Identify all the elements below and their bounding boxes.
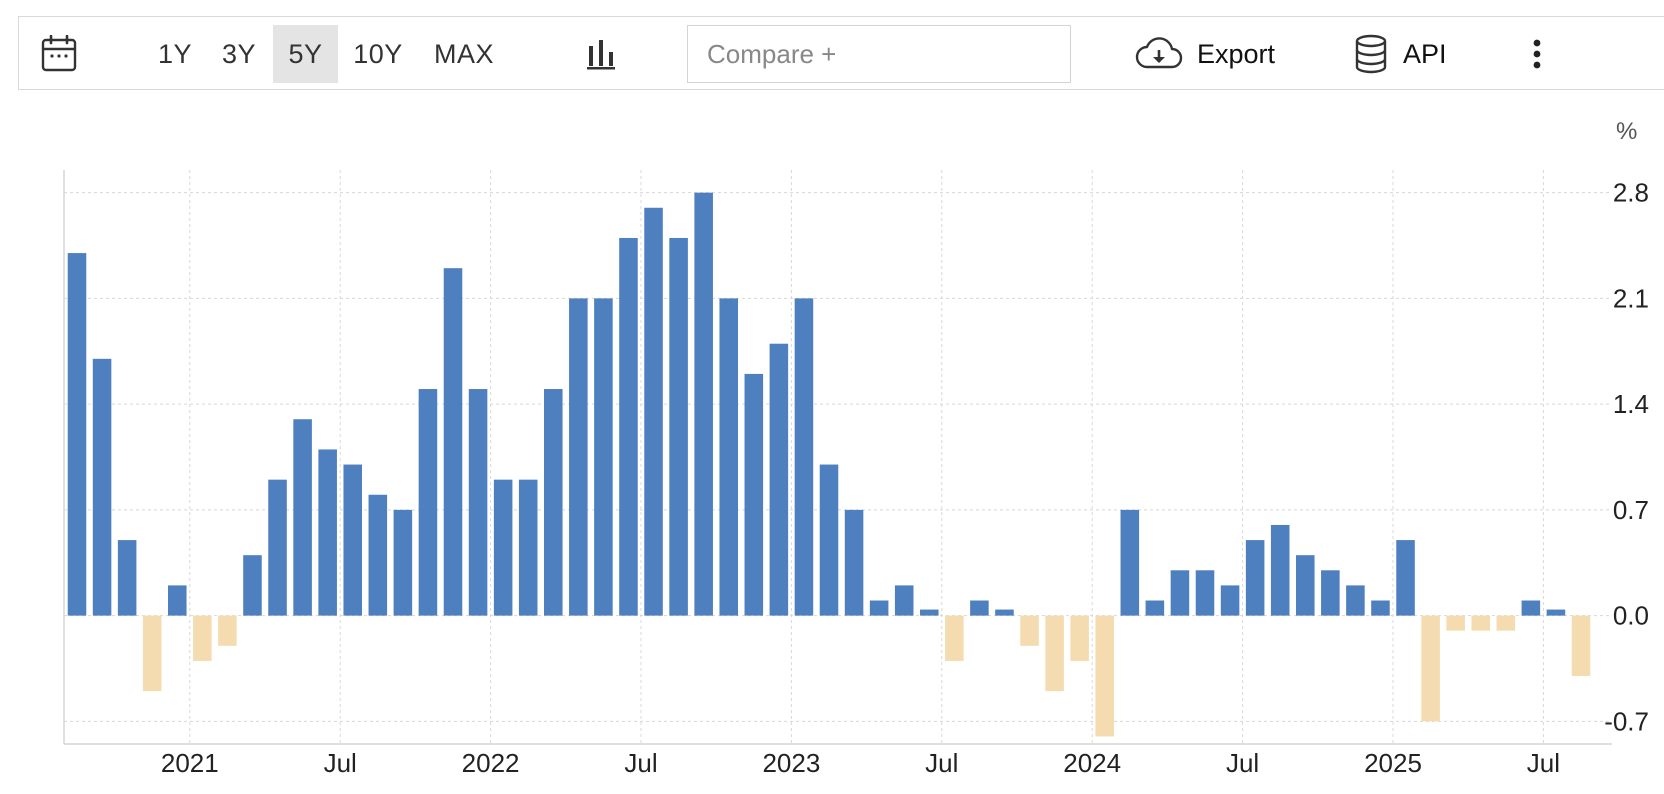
bar [1371,600,1390,616]
bar [669,237,688,616]
bar [518,479,538,616]
database-icon [1353,34,1389,74]
bar [894,585,914,616]
bar [1346,585,1365,616]
y-tick-label: 2.8 [1613,178,1649,208]
bar [1070,615,1089,661]
bar [1496,615,1516,631]
bar [368,494,388,616]
compare-input[interactable]: Compare + [687,25,1071,83]
bar [1145,600,1165,616]
bar [443,268,463,616]
api-button[interactable]: API [1353,17,1447,91]
bar [1295,555,1315,616]
bar [1521,600,1541,616]
bar [1421,615,1440,722]
unit-label: % [1616,118,1638,145]
bar [1546,609,1566,616]
bar [844,509,864,616]
y-tick-label: 0.7 [1613,495,1649,525]
bar [418,389,438,616]
bar [318,449,337,616]
y-tick-label: 0.0 [1613,601,1649,631]
bar [644,207,663,616]
x-tick-label: 2025 [1364,748,1422,778]
bar [719,298,739,616]
export-button[interactable]: Export [1135,17,1275,91]
bar [1270,524,1290,616]
bar [970,600,989,616]
cloud-download-icon [1135,37,1183,71]
bar [569,298,588,616]
x-tick-label: 2024 [1063,748,1121,778]
bar [67,253,87,616]
bar [995,609,1014,616]
x-tick-label: Jul [624,748,657,778]
bar [1471,615,1491,631]
bar [1170,570,1190,616]
x-tick-label: Jul [1226,748,1259,778]
range-3y-button[interactable]: 3Y [221,38,257,69]
bar [694,192,713,616]
bar [393,509,413,616]
bar [1020,615,1039,646]
range-10y-button[interactable]: 10Y [353,38,403,69]
bar [1321,570,1340,616]
bar [1045,615,1064,692]
x-tick-label: 2023 [762,748,820,778]
bar [744,373,764,616]
bar [1245,540,1265,616]
bar [869,600,889,616]
range-1y-button[interactable]: 1Y [157,38,193,69]
bar [594,298,613,616]
export-label: Export [1197,38,1276,69]
bar-chart-icon[interactable] [579,17,623,91]
bar [1120,509,1140,616]
bar [794,298,814,616]
bar [142,615,162,692]
bar [193,615,212,661]
x-tick-label: Jul [324,748,357,778]
x-tick-label: 2021 [161,748,219,778]
bar [945,615,964,661]
x-tick-label: Jul [1527,748,1560,778]
bar [1095,615,1115,737]
bar [167,585,187,616]
range-max-button[interactable]: MAX [433,38,494,69]
bar [1220,585,1240,616]
range-5y-button[interactable]: 5Y [273,25,338,83]
x-tick-label: 2022 [462,748,520,778]
calendar-icon[interactable] [37,17,81,91]
bar [117,540,137,616]
bar [293,419,312,616]
y-tick-label: -0.7 [1604,706,1649,736]
y-tick-label: 2.1 [1613,283,1649,313]
bar [493,479,513,616]
bar [343,464,363,616]
more-vertical-icon[interactable] [1525,17,1549,91]
y-tick-label: 1.4 [1613,389,1649,419]
bar [919,609,939,616]
bar [468,389,488,616]
bar [268,479,287,616]
bar [92,358,112,616]
bar [1396,540,1415,616]
api-label: API [1403,38,1447,69]
bar [543,389,563,616]
bar [1446,615,1465,631]
chart-toolbar: 1Y 3Y 5Y 10Y MAX Compare + Export [18,16,1664,90]
bar [218,615,237,646]
bar [1571,615,1591,677]
x-tick-label: Jul [925,748,958,778]
bar [819,464,839,616]
bar [769,343,789,616]
bar [619,237,638,616]
bar [1195,570,1215,616]
bar [243,555,262,616]
